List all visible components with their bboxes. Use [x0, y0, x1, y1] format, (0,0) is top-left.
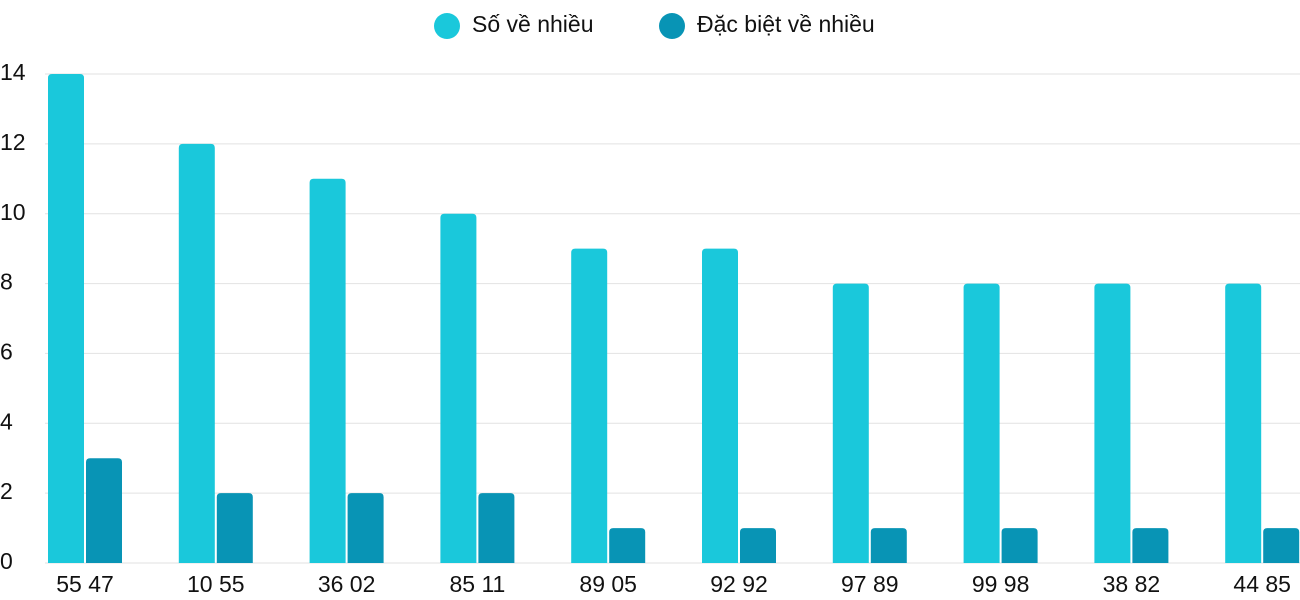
bar	[1094, 283, 1131, 563]
bar	[832, 283, 869, 563]
bar	[86, 458, 122, 563]
x-tick-label: 36 02	[318, 571, 376, 597]
bar	[740, 528, 776, 563]
y-tick-label: 0	[0, 548, 13, 574]
bar	[216, 493, 253, 563]
x-tick-label: 89 05	[579, 571, 637, 597]
x-tick-label: 38 82	[1103, 571, 1161, 597]
x-tick-label: 55 47	[56, 571, 114, 597]
bar	[178, 143, 215, 563]
bar	[963, 283, 1000, 563]
legend-label: Số về nhiều	[472, 11, 593, 37]
x-tick-label: 97 89	[841, 571, 899, 597]
y-tick-label: 10	[0, 199, 26, 225]
bar	[1001, 528, 1038, 563]
x-tick-label: 92 92	[710, 571, 768, 597]
bar	[48, 74, 84, 563]
legend-swatch	[434, 13, 460, 39]
y-tick-label: 14	[0, 59, 26, 85]
y-tick-label: 6	[0, 339, 13, 365]
x-tick-label: 44 85	[1233, 571, 1291, 597]
y-tick-label: 12	[0, 129, 26, 155]
bar	[702, 248, 738, 563]
legend-swatch	[659, 13, 685, 39]
bar	[870, 528, 907, 563]
bar	[440, 213, 477, 563]
bar	[1263, 528, 1300, 563]
x-tick-label: 85 11	[449, 571, 505, 597]
x-tick-label: 10 55	[187, 571, 245, 597]
legend-label: Đặc biệt về nhiều	[697, 11, 875, 37]
bar	[347, 493, 384, 563]
y-tick-label: 2	[0, 478, 13, 504]
bar	[478, 493, 515, 563]
y-tick-label: 8	[0, 269, 13, 295]
bar	[571, 248, 608, 563]
bar	[1225, 283, 1262, 563]
bar	[609, 528, 646, 563]
bar	[1132, 528, 1169, 563]
bar	[309, 178, 346, 564]
x-tick-label: 99 98	[972, 571, 1030, 597]
y-tick-label: 4	[0, 408, 13, 434]
